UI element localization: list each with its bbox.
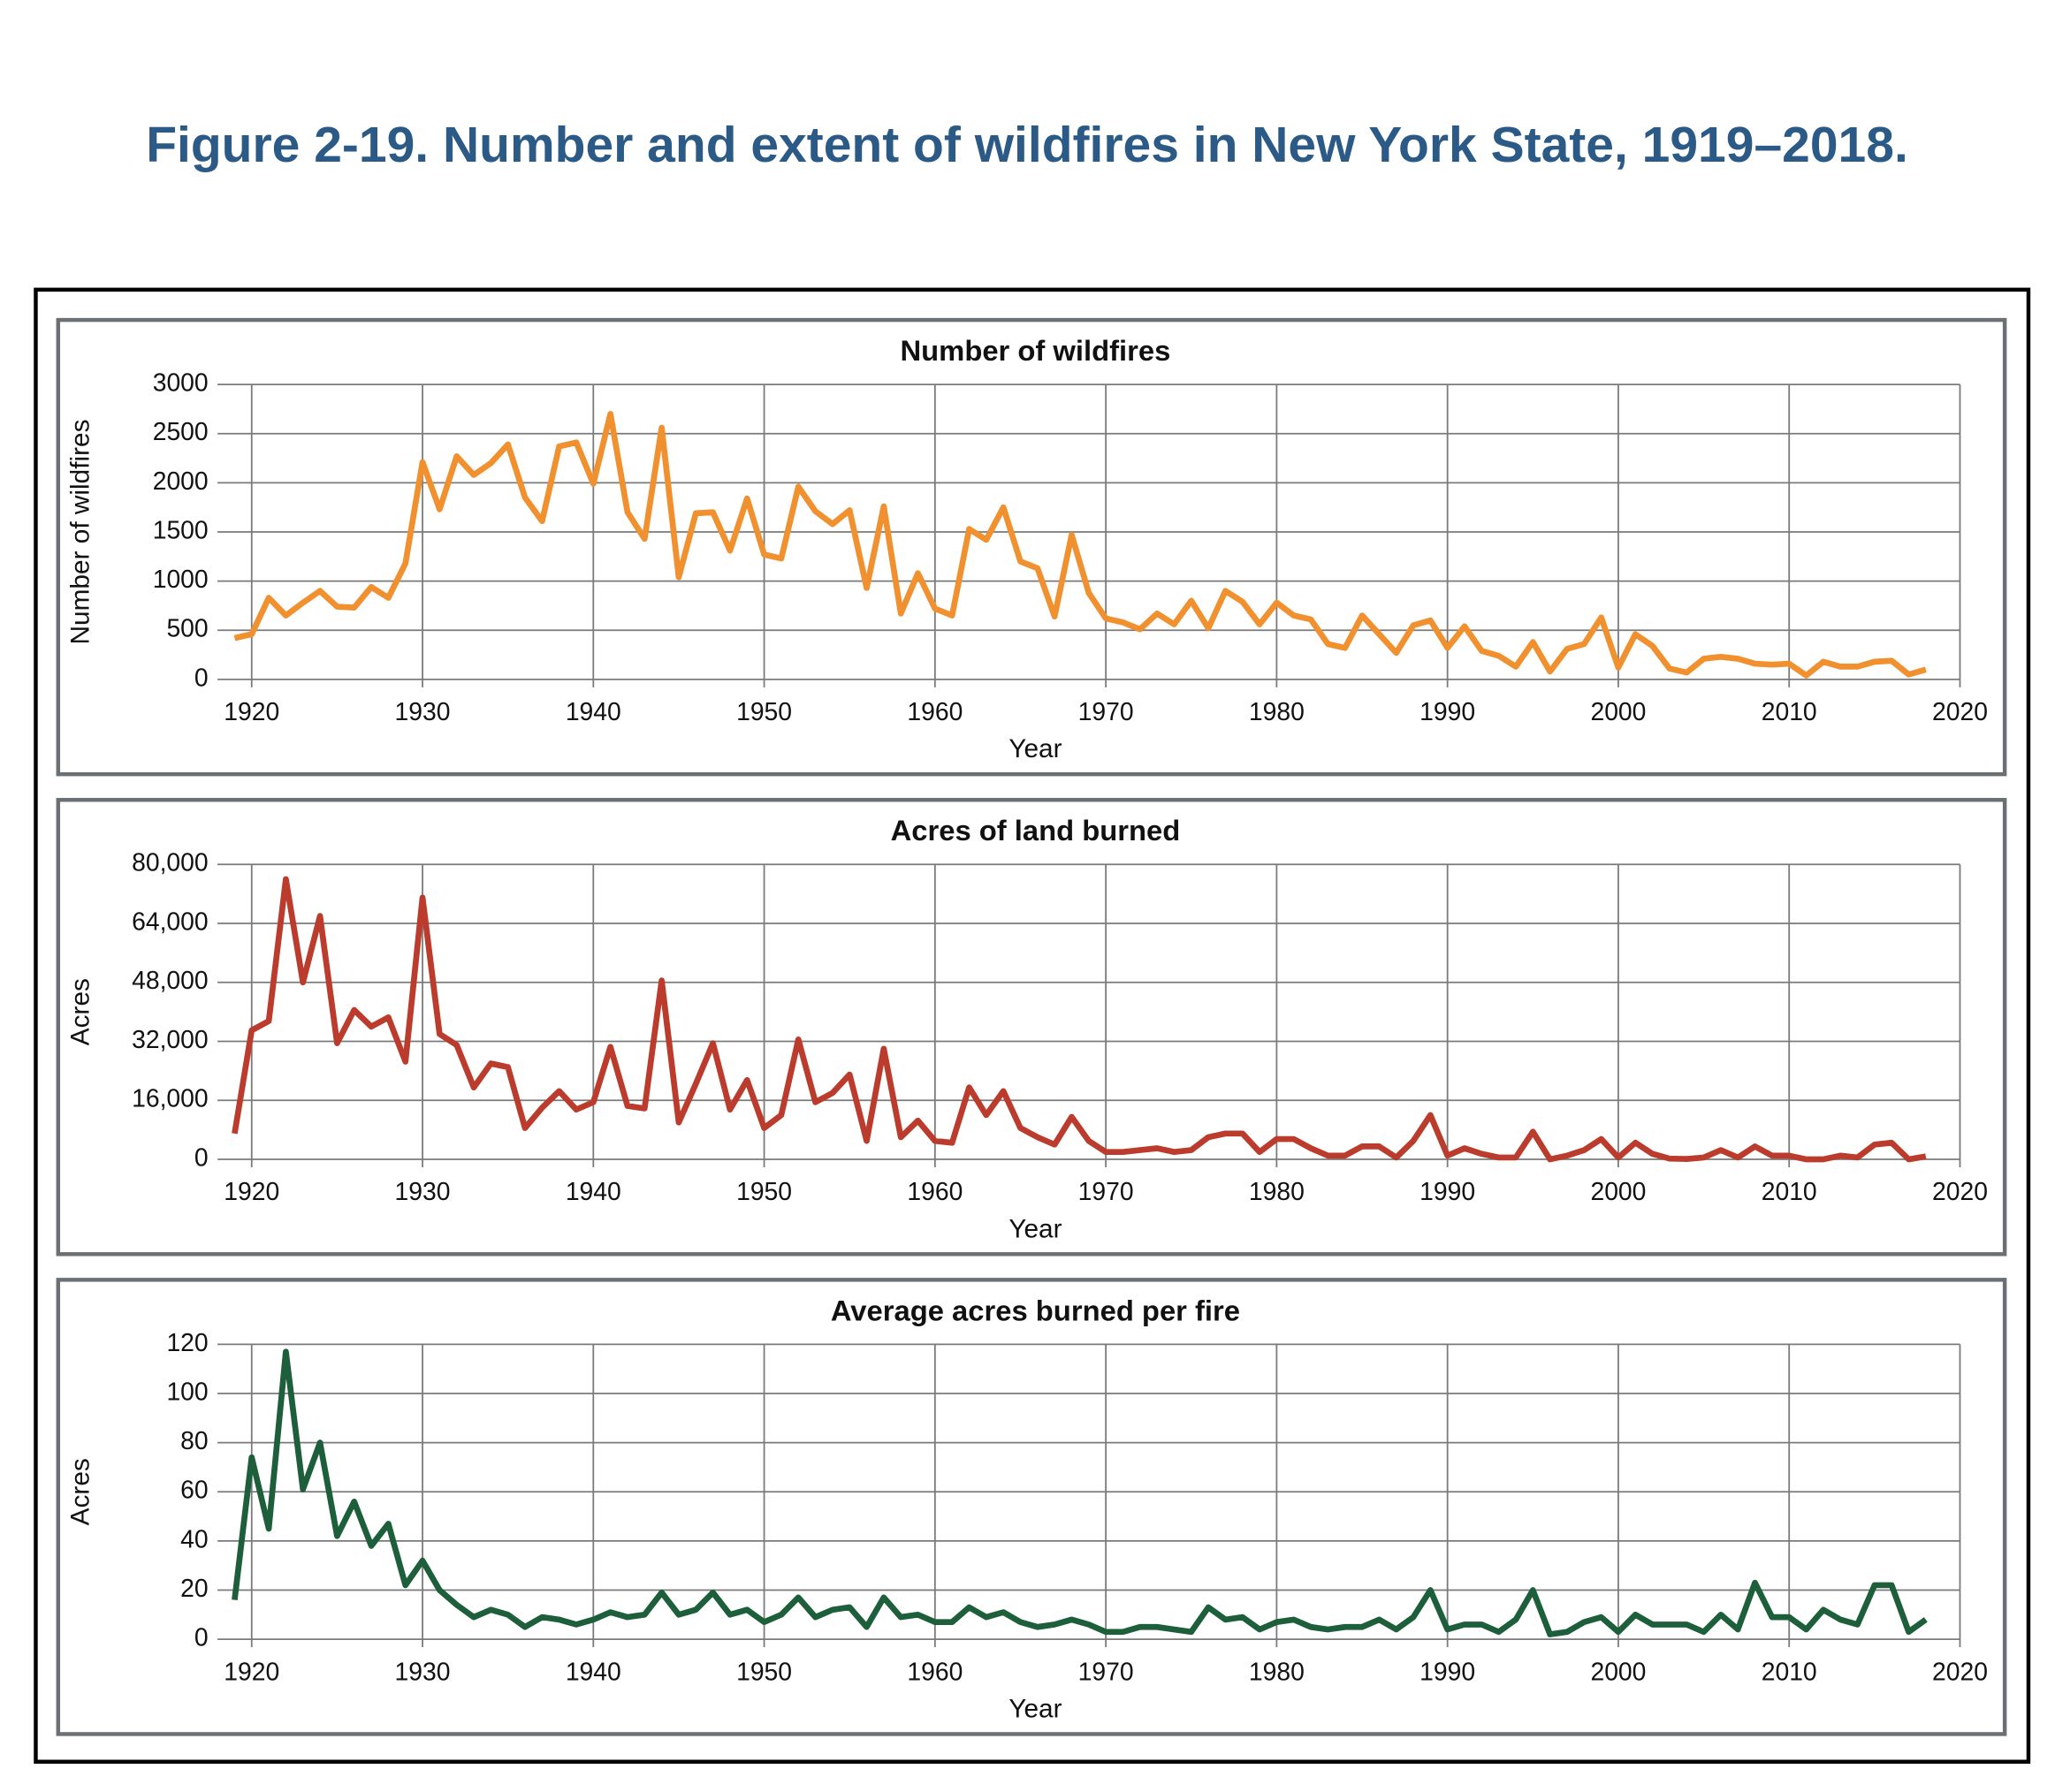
x-tick-label: 2000	[1590, 697, 1646, 725]
x-tick-label: 1930	[395, 1657, 451, 1685]
x-axis-label: Year	[1008, 1694, 1062, 1723]
y-tick-label: 120	[166, 1328, 208, 1356]
x-tick-label: 2020	[1932, 1657, 1988, 1685]
y-axis-label: Number of wildfires	[65, 419, 95, 644]
y-axis-label: Acres	[65, 1458, 95, 1525]
data-line	[232, 876, 1927, 1163]
x-tick-label: 1980	[1249, 697, 1305, 725]
x-axis-label: Year	[1008, 734, 1062, 763]
x-tick-label: 1960	[907, 1177, 963, 1205]
x-tick-label: 1920	[224, 697, 279, 725]
y-tick-label: 20	[180, 1574, 208, 1602]
x-tick-label: 2000	[1590, 1657, 1646, 1685]
y-tick-label: 80,000	[132, 848, 209, 877]
x-tick-label: 1970	[1078, 1657, 1134, 1685]
x-tick-label: 1970	[1078, 1177, 1134, 1205]
x-tick-label: 1990	[1419, 1177, 1475, 1205]
y-tick-label: 2500	[153, 417, 209, 445]
x-axis-label: Year	[1008, 1214, 1062, 1243]
y-tick-label: 0	[194, 1143, 209, 1172]
x-tick-label: 1980	[1249, 1657, 1305, 1685]
x-tick-label: 1970	[1078, 697, 1134, 725]
x-tick-label: 2010	[1762, 1177, 1817, 1205]
x-tick-label: 1930	[395, 697, 451, 725]
y-tick-label: 64,000	[132, 907, 209, 935]
y-tick-label: 1500	[153, 515, 209, 543]
y-tick-label: 0	[194, 1623, 209, 1652]
y-tick-label: 16,000	[132, 1084, 209, 1112]
x-tick-label: 1960	[907, 1657, 963, 1685]
x-tick-label: 1920	[224, 1177, 279, 1205]
panel-title: Acres of land burned	[891, 814, 1181, 847]
outer-frame	[34, 287, 2031, 1764]
y-tick-label: 1000	[153, 565, 209, 593]
panel-frame	[56, 1278, 2007, 1736]
x-tick-label: 1990	[1419, 697, 1475, 725]
panel-frame	[56, 797, 2007, 1257]
y-tick-label: 60	[180, 1476, 208, 1504]
y-tick-label: 100	[166, 1377, 208, 1405]
x-tick-label: 2020	[1932, 1177, 1988, 1205]
x-tick-label: 2010	[1762, 1657, 1817, 1685]
x-tick-label: 2020	[1932, 697, 1988, 725]
x-tick-label: 1960	[907, 697, 963, 725]
x-tick-label: 2010	[1762, 697, 1817, 725]
x-tick-label: 1920	[224, 1657, 279, 1685]
x-tick-label: 1980	[1249, 1177, 1305, 1205]
panel-title: Number of wildfires	[901, 334, 1171, 367]
x-tick-label: 1930	[395, 1177, 451, 1205]
y-tick-label: 2000	[153, 467, 209, 495]
data-line	[232, 1348, 1928, 1637]
y-axis-label: Acres	[65, 978, 95, 1045]
y-tick-label: 48,000	[132, 966, 209, 994]
figure-title: Figure 2-19. Number and extent of wildfi…	[146, 117, 1908, 173]
x-tick-label: 1940	[566, 697, 621, 725]
y-tick-label: 40	[180, 1524, 208, 1553]
y-tick-label: 500	[166, 614, 208, 642]
data-line	[233, 411, 1927, 679]
y-tick-label: 32,000	[132, 1025, 209, 1053]
panel-frame	[56, 317, 2007, 777]
x-tick-label: 1950	[736, 697, 792, 725]
x-tick-label: 1940	[566, 1177, 621, 1205]
y-tick-label: 80	[180, 1426, 208, 1454]
x-tick-label: 2000	[1590, 1177, 1646, 1205]
panel-title: Average acres burned per fire	[831, 1294, 1240, 1326]
x-tick-label: 1950	[736, 1177, 792, 1205]
y-tick-label: 3000	[153, 368, 209, 397]
x-tick-label: 1990	[1419, 1657, 1475, 1685]
x-tick-label: 1940	[566, 1657, 621, 1685]
y-tick-label: 0	[194, 663, 209, 691]
x-tick-label: 1950	[736, 1657, 792, 1685]
